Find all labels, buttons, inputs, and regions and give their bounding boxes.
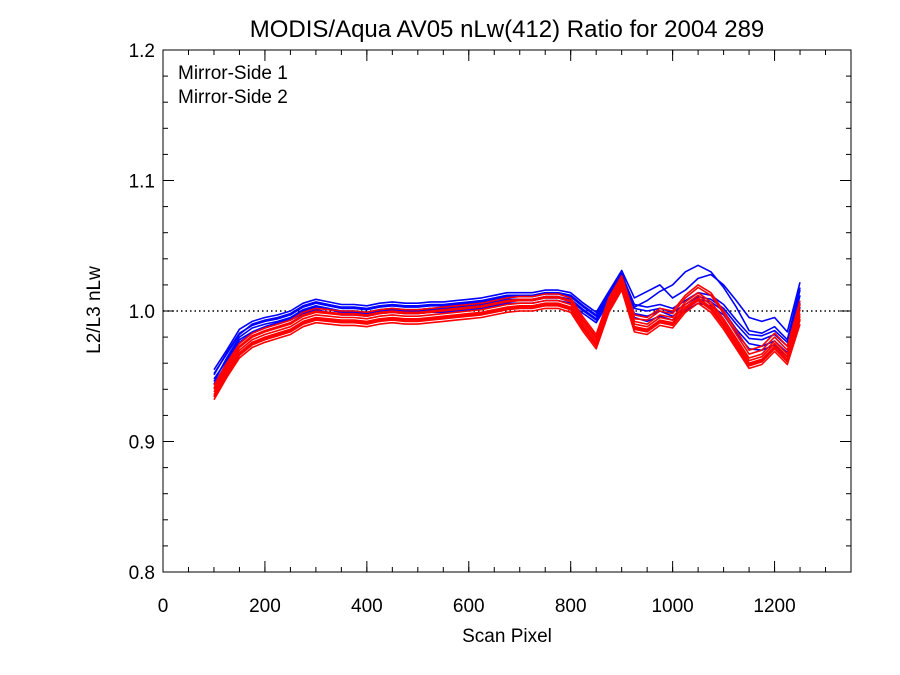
legend: Mirror-Side 1 Mirror-Side 2 (178, 63, 288, 108)
x-tick-label: 1200 (753, 596, 795, 617)
x-axis-label: Scan Pixel (462, 626, 552, 647)
mirror-side-2-line-4 (213, 284, 801, 395)
mirror-side-2-line-2 (213, 286, 801, 398)
x-tick-label: 400 (351, 596, 383, 617)
legend-label-mirror-side-2: Mirror-Side 2 (178, 87, 288, 108)
mirror-side-2-line-1 (213, 281, 801, 393)
legend-label-mirror-side-1: Mirror-Side 1 (178, 63, 288, 84)
chart-title: MODIS/Aqua AV05 nLw(412) Ratio for 2004 … (250, 16, 765, 43)
x-tick-label: 1000 (651, 596, 693, 617)
mirror-side-2-line-8 (213, 285, 801, 397)
x-tick-label: 0 (158, 596, 169, 617)
mirror-side-2-line-7 (213, 278, 801, 390)
y-tick-label: 1.0 (129, 302, 155, 323)
y-tick-label: 0.8 (129, 563, 155, 584)
mirror-side-1-line-5 (213, 264, 801, 375)
mirror-side-2-line-5 (213, 274, 801, 386)
mirror-side-2-line-6 (213, 289, 801, 401)
x-tick-label: 200 (249, 596, 281, 617)
y-tick-label: 0.9 (129, 433, 155, 454)
y-tick-label: 1.2 (129, 41, 155, 62)
mirror-side-1-line-1 (213, 273, 801, 376)
axes: 0 200 400 600 800 1000 1200 0.8 0.9 1.0 1.1 1.2 (129, 41, 852, 617)
series-layer (213, 264, 801, 401)
mirror-side-2-line-3 (213, 277, 801, 389)
x-tick-label: 600 (453, 596, 485, 617)
plot-frame (162, 49, 852, 573)
mirror-side-1-line-3 (213, 269, 801, 371)
y-tick-label: 1.1 (129, 172, 155, 193)
y-axis-label: L2/L3 nLw (84, 266, 105, 354)
x-tick-label: 800 (555, 596, 587, 617)
